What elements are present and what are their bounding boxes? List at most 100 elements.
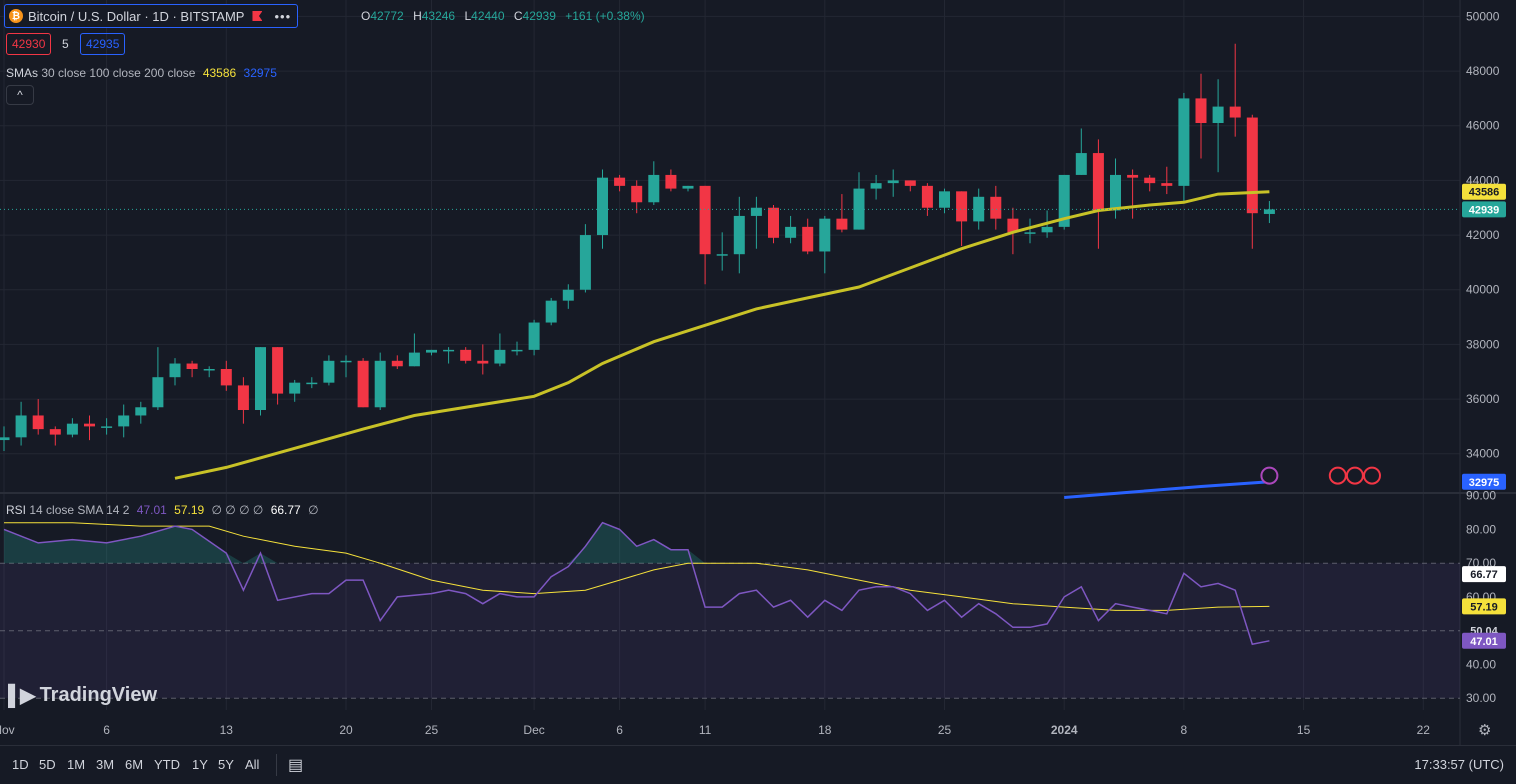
candle-body[interactable]	[887, 180, 899, 184]
timeframe-1m-button[interactable]: 1M	[67, 757, 86, 772]
candle-body[interactable]	[545, 300, 557, 323]
candle-body[interactable]	[785, 226, 797, 238]
timeframe-3m-button[interactable]: 3M	[96, 757, 115, 772]
candle-body[interactable]	[870, 183, 882, 189]
candle-body[interactable]	[1195, 98, 1207, 123]
candle-body[interactable]	[135, 407, 147, 416]
candle-body[interactable]	[562, 289, 574, 301]
candle-body[interactable]	[528, 322, 540, 350]
clock[interactable]: 17:33:57 (UTC)	[1414, 757, 1504, 772]
candle-body[interactable]	[750, 207, 762, 216]
timeframe-5d-button[interactable]: 5D	[39, 757, 56, 772]
candle-body[interactable]	[1229, 106, 1241, 118]
candle-body[interactable]	[1075, 153, 1087, 175]
candle-body[interactable]	[648, 174, 660, 203]
candle-body[interactable]	[956, 191, 968, 222]
candle-body[interactable]	[973, 196, 985, 222]
candle-body[interactable]	[1041, 226, 1053, 233]
candle-body[interactable]	[1110, 174, 1121, 211]
flag-event-icon[interactable]	[1345, 466, 1364, 485]
candle-body[interactable]	[477, 360, 489, 364]
candle-body[interactable]	[340, 360, 352, 363]
candle-body[interactable]	[1024, 232, 1036, 234]
candle-body[interactable]	[255, 347, 266, 410]
candle-body[interactable]	[819, 218, 831, 252]
candle-body[interactable]	[1127, 174, 1139, 178]
candle-body[interactable]	[665, 174, 677, 189]
candle-body[interactable]	[494, 349, 506, 364]
candle-body[interactable]	[306, 382, 318, 385]
candle-body[interactable]	[323, 360, 335, 383]
candle-body[interactable]	[357, 360, 369, 408]
candle-body[interactable]	[1144, 177, 1156, 184]
candle-body[interactable]	[101, 426, 113, 428]
candle-body[interactable]	[631, 185, 643, 203]
candle-body[interactable]	[118, 415, 130, 427]
candle-body[interactable]	[853, 188, 865, 230]
candle-body[interactable]	[511, 349, 523, 352]
sma-legend[interactable]: SMAs 30 close 100 close 200 close 43586 …	[6, 66, 277, 80]
candle-body[interactable]	[1246, 117, 1258, 214]
candle-body[interactable]	[49, 429, 61, 435]
candle-body[interactable]	[802, 226, 814, 252]
candle-body[interactable]	[443, 349, 455, 352]
candle-body[interactable]	[904, 180, 916, 186]
candle-body[interactable]	[614, 177, 626, 186]
candle-body[interactable]	[1092, 153, 1104, 211]
candle-body[interactable]	[66, 423, 78, 435]
timeframe-5y-button[interactable]: 5Y	[218, 757, 234, 772]
timeframe-1y-button[interactable]: 1Y	[192, 757, 208, 772]
candle-body[interactable]	[921, 185, 933, 208]
candle-body[interactable]	[1212, 106, 1224, 123]
tradingview-watermark[interactable]: ▌▶ TradingView	[8, 683, 157, 708]
candle-body[interactable]	[716, 254, 728, 256]
candle-body[interactable]	[426, 349, 437, 353]
candle-body[interactable]	[391, 360, 403, 367]
candle-body[interactable]	[289, 382, 301, 394]
candle-body[interactable]	[1007, 218, 1019, 233]
candle-body[interactable]	[1178, 98, 1190, 186]
candle-body[interactable]	[169, 363, 181, 378]
rsi-legend[interactable]: RSI 14 close SMA 14 2 47.01 57.19 ∅ ∅ ∅ …	[6, 503, 319, 517]
timeframe-6m-button[interactable]: 6M	[125, 757, 144, 772]
calendar-range-icon[interactable]: ▤	[288, 757, 304, 774]
candle-body[interactable]	[237, 385, 249, 410]
candle-body[interactable]	[15, 415, 27, 438]
candle-body[interactable]	[1058, 174, 1070, 227]
candle-body[interactable]	[768, 207, 779, 238]
candle-body[interactable]	[1263, 209, 1275, 214]
candle-body[interactable]	[220, 369, 232, 386]
candle-body[interactable]	[682, 185, 694, 189]
more-button[interactable]: •••	[274, 8, 292, 24]
gear-icon[interactable]: ⚙	[1478, 722, 1492, 739]
lightning-icon[interactable]	[1260, 466, 1279, 485]
candle-body[interactable]	[1161, 183, 1173, 186]
candle-body[interactable]	[374, 360, 386, 408]
candle-body[interactable]	[733, 215, 745, 255]
candle-body[interactable]	[579, 235, 591, 290]
timeframe-1d-button[interactable]: 1D	[12, 757, 29, 772]
timeframe-ytd-button[interactable]: YTD	[154, 757, 180, 772]
sell-button[interactable]: 42930	[6, 33, 52, 55]
flag-event-icon[interactable]	[1328, 466, 1347, 485]
candle-body[interactable]	[32, 415, 44, 430]
flag-event-icon[interactable]	[1363, 466, 1381, 485]
symbol-legend[interactable]: ₿ Bitcoin / U.S. Dollar · 1D · BITSTAMP …	[4, 4, 299, 28]
candle-body[interactable]	[84, 423, 95, 427]
candle-body[interactable]	[836, 218, 848, 230]
timeframe-all-button[interactable]: All	[245, 757, 260, 772]
candle-body[interactable]	[597, 177, 608, 236]
candle-body[interactable]	[272, 347, 284, 394]
collapse-legend-button[interactable]: ^	[6, 85, 34, 105]
buy-button[interactable]: 42935	[80, 33, 126, 55]
candle-body[interactable]	[152, 377, 164, 408]
candle-body[interactable]	[990, 196, 1002, 219]
candle-body[interactable]	[0, 437, 10, 441]
candle-body[interactable]	[939, 191, 950, 208]
chart-canvas[interactable]: 3400036000380004000042000440004600048000…	[0, 0, 1516, 745]
candle-body[interactable]	[203, 369, 215, 371]
candle-body[interactable]	[186, 363, 198, 369]
flag-icon[interactable]	[252, 11, 263, 21]
candle-body[interactable]	[408, 352, 420, 367]
candle-body[interactable]	[460, 349, 472, 361]
